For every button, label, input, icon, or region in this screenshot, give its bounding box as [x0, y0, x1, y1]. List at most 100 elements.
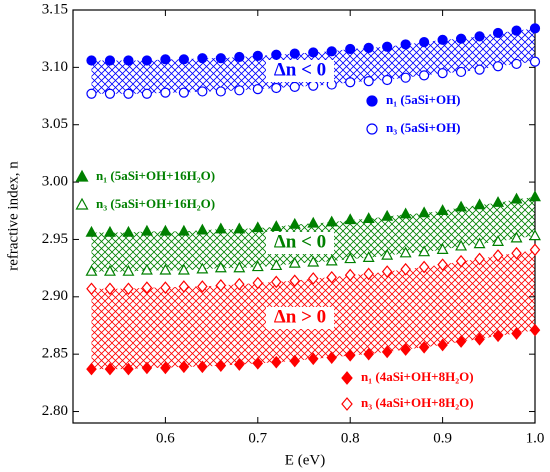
- marker: [419, 70, 430, 81]
- marker: [103, 264, 116, 276]
- marker: [196, 223, 209, 235]
- marker: [270, 220, 283, 232]
- marker: [271, 82, 282, 94]
- marker: [271, 49, 282, 60]
- marker: [123, 88, 134, 99]
- y-tick-label: 3.05: [42, 116, 68, 132]
- legend-label: n₃ (5aSi+OH): [386, 120, 461, 135]
- marker: [344, 348, 356, 362]
- x-tick-label: 1.0: [526, 430, 545, 446]
- marker: [344, 252, 357, 264]
- y-tick-label: 2.95: [42, 231, 68, 247]
- marker: [325, 215, 338, 227]
- annotation-box: [266, 232, 334, 254]
- marker: [86, 88, 97, 99]
- marker: [400, 72, 411, 83]
- x-tick-label: 0.9: [433, 430, 452, 446]
- y-tick-label: 3.00: [42, 174, 68, 190]
- marker: [215, 53, 226, 64]
- marker: [251, 221, 264, 233]
- x-axis-label: E (eV): [285, 452, 325, 468]
- marker: [104, 55, 116, 66]
- marker: [104, 88, 116, 99]
- marker: [511, 58, 522, 70]
- marker: [196, 262, 209, 274]
- marker: [307, 272, 319, 285]
- marker: [160, 54, 171, 65]
- annotation-box: [266, 60, 334, 82]
- marker: [289, 354, 301, 368]
- x-tick-label: 0.6: [156, 430, 175, 446]
- marker: [326, 46, 337, 57]
- marker: [160, 281, 171, 294]
- marker: [234, 277, 245, 291]
- marker: [289, 81, 300, 92]
- marker: [103, 225, 116, 237]
- marker: [363, 347, 374, 361]
- marker: [140, 263, 153, 275]
- marker: [307, 216, 320, 228]
- marker: [418, 340, 430, 354]
- marker: [123, 362, 134, 376]
- marker: [288, 217, 301, 229]
- marker: [366, 95, 378, 107]
- marker: [307, 255, 320, 267]
- marker: [437, 338, 448, 352]
- marker: [492, 235, 505, 246]
- marker: [474, 64, 485, 75]
- marker: [381, 265, 393, 278]
- marker: [492, 61, 504, 72]
- legend-label: n₁ (5aSi+OH+16H₂O): [96, 168, 215, 183]
- marker: [437, 67, 448, 79]
- y-tick-label: 2.80: [42, 403, 68, 419]
- marker: [141, 88, 153, 99]
- y-tick-label: 2.85: [42, 346, 68, 362]
- marker: [288, 256, 301, 268]
- legend-label: n₃ (4aSi+OH+8H₂O): [361, 395, 474, 410]
- marker: [75, 197, 89, 210]
- annotation: Δn < 0: [274, 231, 326, 252]
- marker: [381, 209, 394, 221]
- marker: [474, 31, 485, 42]
- marker: [325, 254, 338, 266]
- marker: [382, 74, 393, 86]
- marker: [492, 249, 504, 262]
- marker: [178, 360, 190, 374]
- marker: [123, 282, 134, 296]
- marker: [529, 190, 541, 202]
- marker: [289, 274, 301, 288]
- marker: [455, 239, 468, 251]
- marker: [234, 51, 245, 63]
- marker: [252, 50, 263, 61]
- marker: [511, 327, 522, 340]
- marker: [399, 246, 412, 258]
- marker: [474, 332, 485, 346]
- marker: [197, 53, 208, 64]
- marker: [177, 224, 190, 236]
- marker: [345, 77, 356, 88]
- marker: [381, 248, 394, 260]
- marker: [104, 362, 116, 376]
- marker: [86, 362, 97, 376]
- marker: [141, 361, 153, 375]
- marker: [326, 351, 338, 364]
- marker: [234, 358, 245, 371]
- marker: [344, 213, 357, 225]
- marker: [308, 47, 319, 58]
- marker: [529, 229, 541, 241]
- marker: [197, 360, 208, 374]
- marker: [75, 169, 89, 182]
- marker: [511, 25, 522, 36]
- marker: [345, 43, 356, 55]
- marker: [510, 231, 523, 243]
- marker: [234, 85, 245, 96]
- marker: [123, 55, 134, 66]
- y-tick-label: 2.90: [42, 288, 68, 304]
- legend-label: n₁ (4aSi+OH+8H₂O): [361, 369, 474, 384]
- marker: [270, 259, 283, 271]
- marker: [326, 270, 338, 284]
- marker: [270, 355, 282, 369]
- marker: [233, 261, 246, 273]
- marker: [177, 263, 190, 275]
